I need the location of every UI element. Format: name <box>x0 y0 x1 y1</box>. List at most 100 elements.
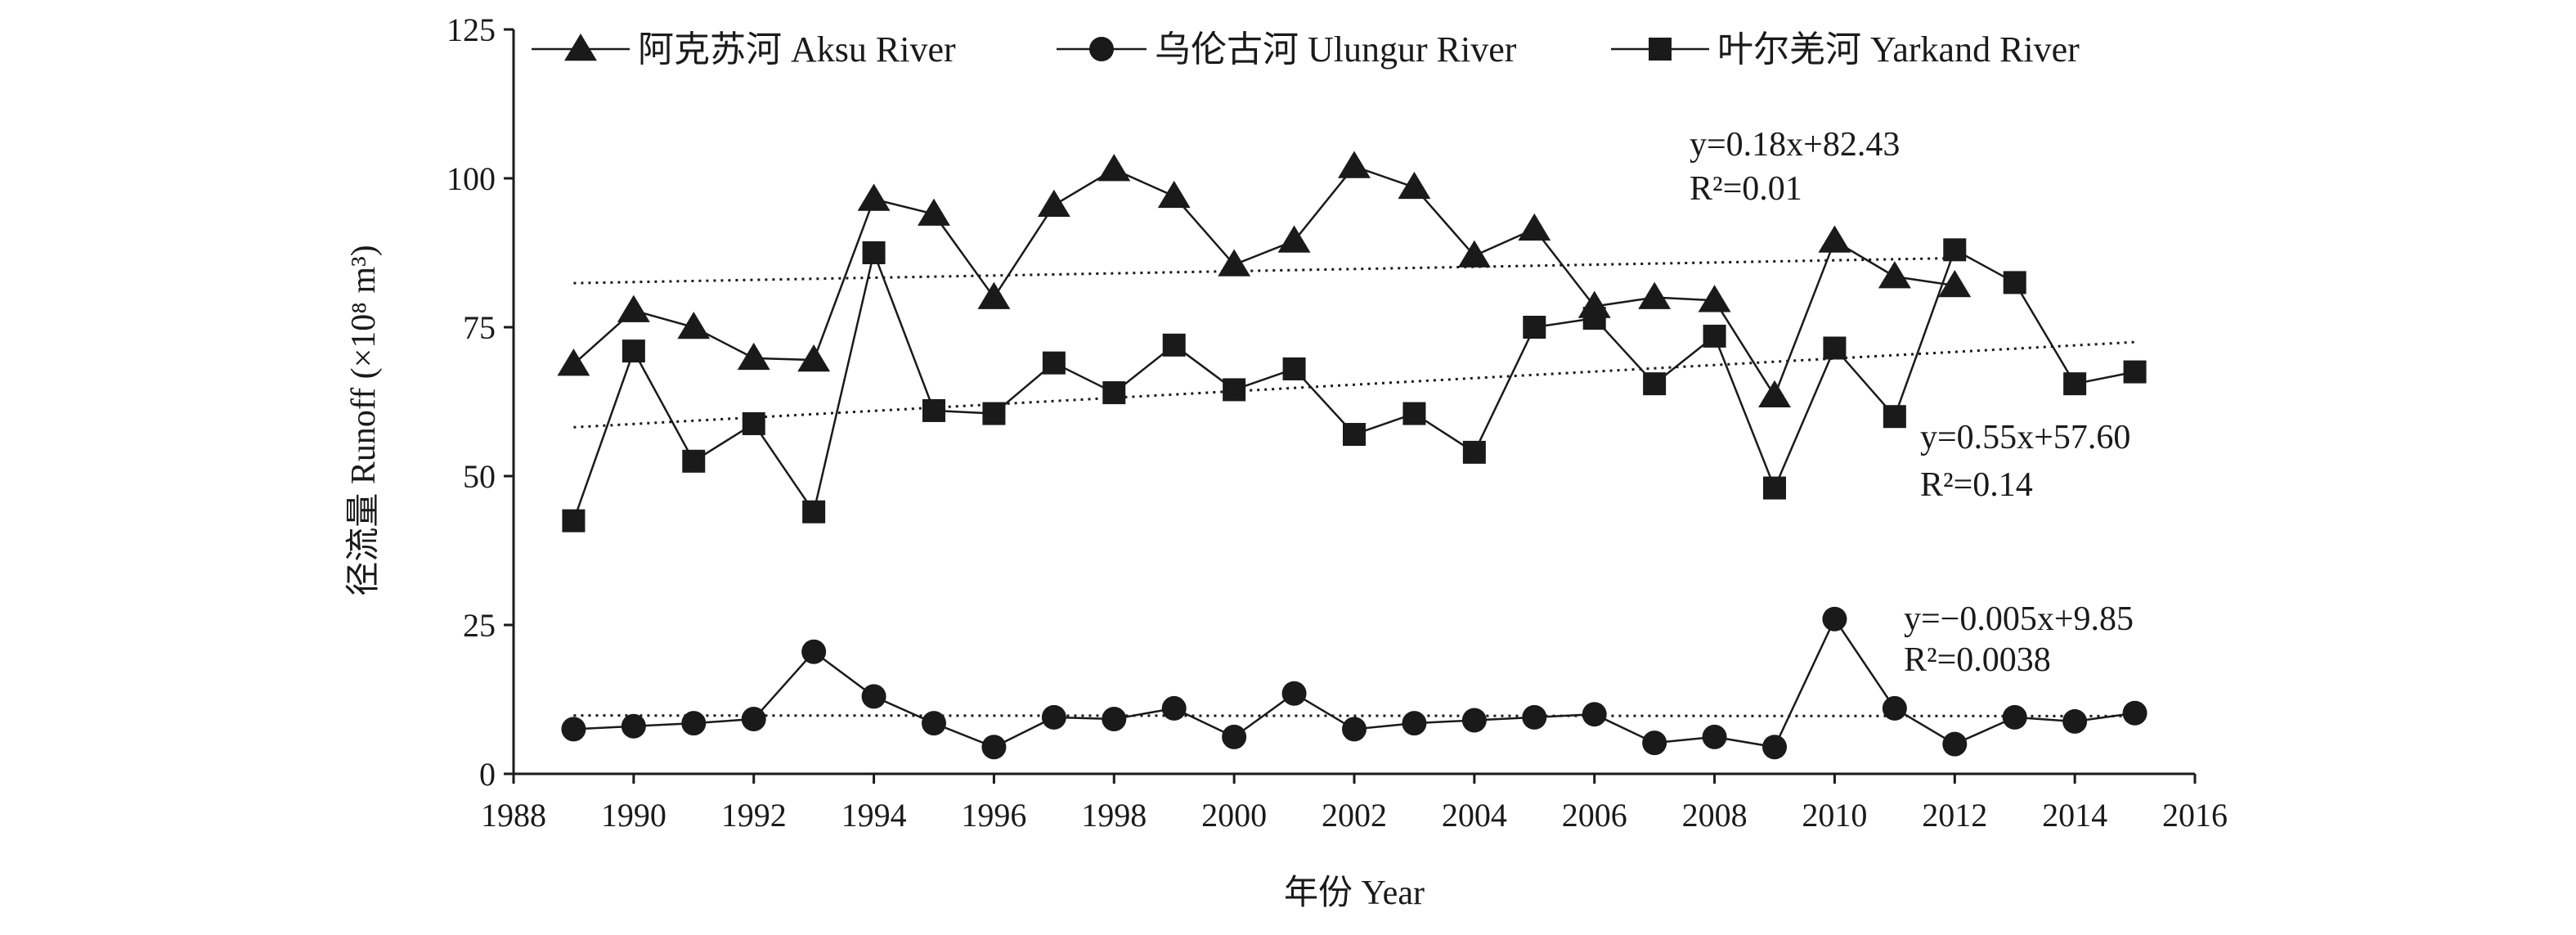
data-point-yarkand <box>1402 402 1426 425</box>
x-tick-label: 1998 <box>1081 797 1147 834</box>
data-point-ulungur <box>1882 695 1907 721</box>
y-tick-label: 125 <box>447 11 496 48</box>
legend-label-aksu: 阿克苏河 Aksu River <box>638 29 956 70</box>
data-point-yarkand <box>742 411 765 435</box>
data-point-aksu <box>1938 270 1972 298</box>
data-point-aksu <box>1097 154 1131 182</box>
data-point-aksu <box>977 281 1011 309</box>
data-point-ulungur <box>981 735 1007 760</box>
data-point-ulungur <box>1822 606 1847 632</box>
data-point-yarkand <box>1462 440 1486 464</box>
trend-equation-ulungur: y=−0.005x+9.85 <box>1904 600 2134 638</box>
series-line-aksu <box>572 164 1955 398</box>
x-tick-label: 1990 <box>601 797 666 834</box>
data-point-yarkand <box>862 241 886 264</box>
data-point-aksu <box>1157 180 1191 209</box>
legend: y=0.18x+82.43 R²=0.01 y=−0.005x+9.85R²=0.0… <box>532 29 2134 679</box>
trend-r2-yarkand: R²=0.14 <box>1920 466 2033 504</box>
y-tick-label: 25 <box>463 607 496 644</box>
data-point-aksu <box>1037 189 1070 218</box>
data-point-aksu <box>1457 240 1491 267</box>
data-point-ulungur <box>1461 708 1487 733</box>
data-point-aksu <box>677 312 711 339</box>
data-point-ulungur <box>1281 681 1307 706</box>
trend-equation-yarkand: y=0.55x+57.60 <box>1920 419 2130 456</box>
x-tick-label: 2010 <box>1802 797 1867 834</box>
legend-item-aksu: 阿克苏河 Aksu River <box>532 29 956 70</box>
legend-label-ulungur: 乌伦古河 Ulungur River <box>1155 29 1517 70</box>
x-tick-label: 2004 <box>1442 797 1507 834</box>
data-point-yarkand <box>1223 378 1246 402</box>
trend-line-aksu <box>573 257 1955 285</box>
data-point-aksu <box>797 344 831 372</box>
data-point-ulungur <box>1942 731 1968 757</box>
data-point-aksu <box>1638 281 1672 309</box>
data-point-ulungur <box>922 711 946 736</box>
data-point-ulungur <box>2002 704 2027 730</box>
data-point-yarkand <box>682 449 706 473</box>
data-point-aksu <box>1338 151 1371 178</box>
trend-r2-ulungur: R²=0.0038 <box>1904 641 2051 679</box>
data-point-yarkand <box>1523 316 1546 339</box>
x-tick-label: 1994 <box>841 797 907 834</box>
x-tick-label: 2012 <box>1922 797 1987 834</box>
data-point-aksu <box>557 348 590 376</box>
data-point-ulungur <box>1222 724 1247 749</box>
data-point-yarkand <box>1883 405 1906 429</box>
y-axis-title: 径流量 Runoff (×10⁸ m³) <box>345 245 383 596</box>
trend-equation-aksu: y=0.18x+82.43 <box>1690 126 1900 164</box>
trend-line-ulungur <box>573 714 2135 717</box>
data-point-aksu <box>1698 285 1731 312</box>
data-point-ulungur <box>741 707 766 732</box>
trend-lines <box>573 257 2135 717</box>
labels: 年份 Year 径流量 Runoff (×10⁸ m³) <box>345 245 1425 912</box>
data-point-yarkand <box>1703 324 1726 348</box>
data-point-aksu <box>1398 171 1431 200</box>
data-point-aksu <box>737 342 770 371</box>
x-tick-label: 2008 <box>1682 797 1748 834</box>
data-point-yarkand <box>1582 307 1606 330</box>
series-yarkand <box>562 238 2147 533</box>
data-point-ulungur <box>801 639 827 664</box>
data-point-ulungur <box>681 711 707 736</box>
data-point-aksu <box>1758 380 1791 407</box>
data-point-ulungur <box>1102 707 1127 732</box>
data-point-aksu <box>1818 225 1851 253</box>
y-tick-label: 50 <box>463 458 496 495</box>
legend-marker-aksu <box>564 34 597 61</box>
data-point-ulungur <box>2062 708 2088 734</box>
data-point-ulungur <box>1522 704 1547 730</box>
data-point-yarkand <box>1823 336 1847 360</box>
x-tick-label: 1996 <box>961 797 1026 834</box>
data-point-aksu <box>857 183 891 211</box>
y-tick-label: 0 <box>479 756 496 793</box>
data-point-yarkand <box>2063 372 2087 396</box>
data-point-ulungur <box>1702 724 1727 749</box>
x-tick-label: 2006 <box>1562 797 1627 834</box>
data-point-yarkand <box>1162 333 1186 357</box>
x-tick-label: 2014 <box>2042 797 2107 834</box>
data-point-yarkand <box>622 339 645 363</box>
x-tick-label: 2002 <box>1322 797 1387 834</box>
y-tick-label: 75 <box>463 309 496 346</box>
data-point-ulungur <box>561 717 586 742</box>
data-point-ulungur <box>2122 700 2147 726</box>
data-point-aksu <box>1277 225 1311 253</box>
data-point-ulungur <box>1342 717 1367 742</box>
trend-line-yarkand <box>573 340 2135 429</box>
data-point-yarkand <box>802 500 826 524</box>
data-point-yarkand <box>922 398 945 422</box>
series-ulungur <box>561 606 2147 760</box>
axes: 1988 1990 1992 1994 1996 1998 2000 2002 2004 2006… <box>447 11 2228 834</box>
data-point-ulungur <box>621 713 646 739</box>
data-point-yarkand <box>982 402 1006 425</box>
x-axis-title: 年份 Year <box>1284 874 1425 912</box>
data-point-yarkand <box>1343 423 1366 447</box>
data-point-ulungur <box>1161 695 1187 721</box>
data-point-yarkand <box>562 509 586 533</box>
y-tick-label: 100 <box>447 160 496 197</box>
legend-marker-yarkand <box>1649 38 1672 61</box>
data-point-yarkand <box>1102 381 1126 405</box>
